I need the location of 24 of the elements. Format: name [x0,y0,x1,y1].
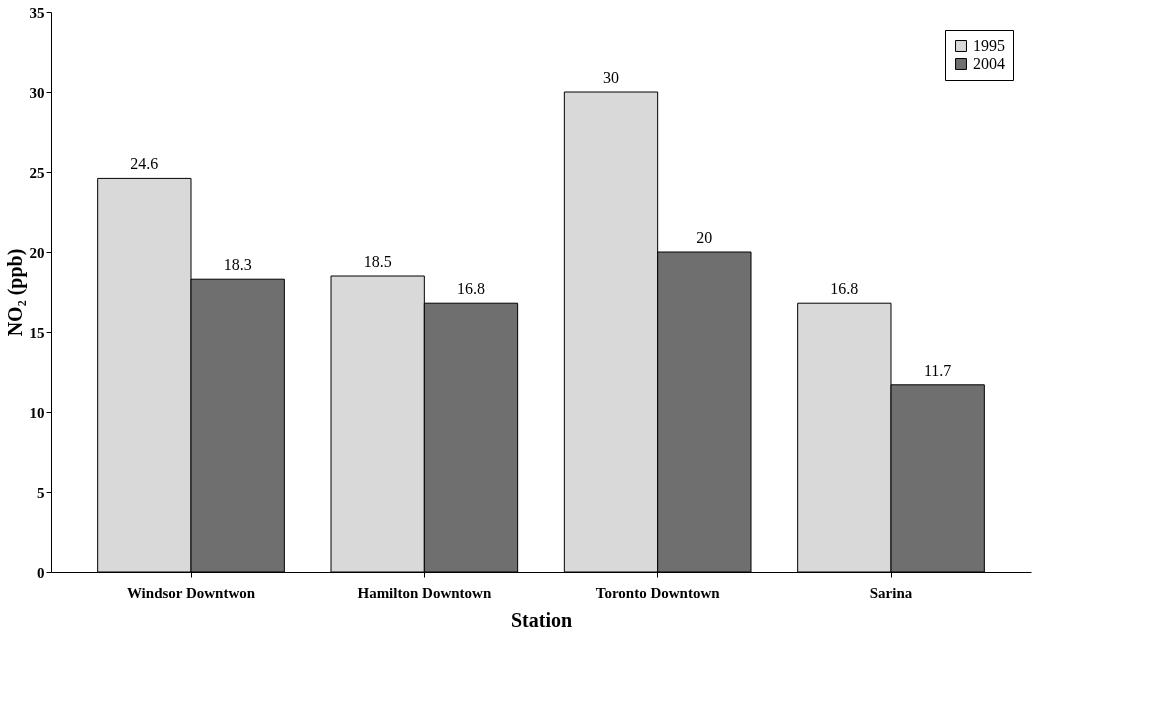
legend-label: 2004 [973,55,1005,72]
x-tick-label: Sarina [869,584,913,601]
data-label: 16.8 [457,280,485,298]
y-tick-label: 30 [29,84,45,101]
data-label: 18.5 [363,253,392,270]
data-label: 18.3 [223,256,252,274]
y-tick-label: 15 [29,324,45,341]
y-tick-label: 25 [29,164,45,181]
y-tick-label: 5 [37,484,45,501]
data-label: 20 [696,229,713,246]
data-label: 16.8 [830,280,859,298]
x-tick-label: Toronto Downtown [595,584,721,601]
data-label: 11.7 [923,361,952,379]
x-tick-label: Windsor Downtwon [126,584,256,601]
y-tick-label: 0 [37,564,45,581]
data-label: 24.6 [130,155,159,173]
y-tick-label: 35 [29,4,45,21]
data-label: 30 [603,69,619,86]
y-tick-label: 20 [29,244,45,261]
y-axis-title: NO₂ (ppb) [3,248,27,337]
x-tick-label: Hamilton Downtown [357,584,492,601]
x-axis-title: Station [510,608,573,631]
y-tick-label: 10 [29,404,45,421]
legend-label: 1995 [973,37,1005,54]
